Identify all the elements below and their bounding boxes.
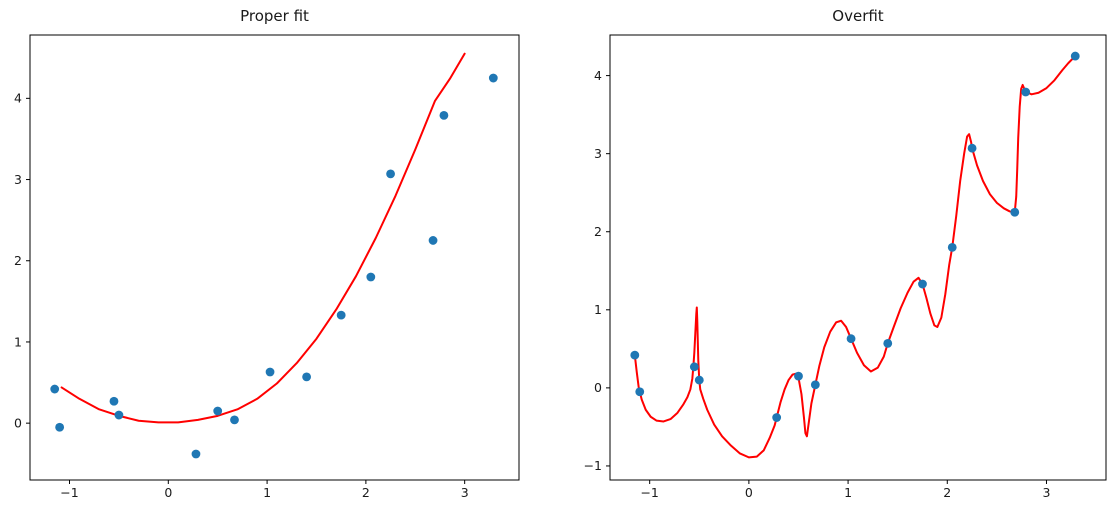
data-point	[428, 236, 438, 245]
fit-line	[633, 55, 1077, 459]
x-tick-label: 3	[1043, 485, 1051, 500]
data-point	[230, 415, 239, 425]
data-point	[772, 413, 782, 422]
y-tick-label: −1	[584, 458, 602, 473]
data-point	[635, 387, 645, 397]
data-point	[439, 110, 449, 120]
x-tick-label: 2	[362, 485, 370, 500]
data-point	[918, 279, 927, 289]
data-point	[689, 362, 699, 372]
data-point	[109, 396, 119, 406]
x-tick-label: 1	[844, 485, 852, 500]
data-point	[386, 169, 395, 179]
data-point	[694, 375, 704, 385]
data-point	[846, 334, 856, 344]
axes-frame	[29, 34, 520, 481]
data-point	[1070, 51, 1080, 61]
x-tick-label: −1	[60, 485, 78, 500]
y-tick-label: 2	[594, 224, 602, 239]
data-point	[488, 73, 498, 83]
y-tick-label: 2	[14, 253, 22, 268]
x-tick-label: 2	[943, 485, 951, 500]
data-point	[967, 143, 977, 153]
x-tick-label: 3	[461, 485, 469, 500]
y-tick-label: 3	[14, 172, 22, 187]
data-point	[947, 242, 957, 252]
data-point	[302, 372, 312, 382]
x-tick-label: −1	[640, 485, 658, 500]
data-point	[336, 310, 346, 320]
x-tick-label: 0	[745, 485, 753, 500]
y-tick-label: 4	[594, 68, 602, 83]
data-point	[883, 338, 893, 348]
data-point	[810, 380, 820, 390]
x-tick-label: 0	[164, 485, 172, 500]
y-tick-label: 1	[14, 334, 22, 349]
y-tick-label: 1	[594, 302, 602, 317]
y-tick-label: 4	[14, 91, 22, 106]
subplot-proper-fit: −1 0 1 2 3 0 1 2 3 4	[14, 34, 520, 500]
y-tick-label: 0	[594, 380, 602, 395]
plot-title-proper-fit: Proper fit	[240, 7, 309, 25]
data-point	[55, 422, 65, 432]
data-point	[114, 410, 124, 420]
data-point	[630, 350, 640, 360]
fit-line	[60, 52, 466, 424]
data-point	[265, 367, 275, 377]
subplot-overfit: −1 0 1 2 3 −1 0 1 2 3 4	[584, 34, 1107, 500]
data-point	[366, 272, 376, 282]
data-point	[794, 371, 803, 381]
data-point	[1021, 87, 1031, 97]
data-point	[191, 449, 201, 459]
data-point	[50, 384, 60, 394]
x-tick-label: 1	[263, 485, 271, 500]
data-point	[1010, 207, 1020, 217]
y-tick-label: 3	[594, 146, 602, 161]
axes-frame	[609, 34, 1107, 481]
data-point	[213, 406, 223, 416]
y-tick-label: 0	[14, 415, 22, 430]
plot-title-overfit: Overfit	[832, 7, 884, 25]
